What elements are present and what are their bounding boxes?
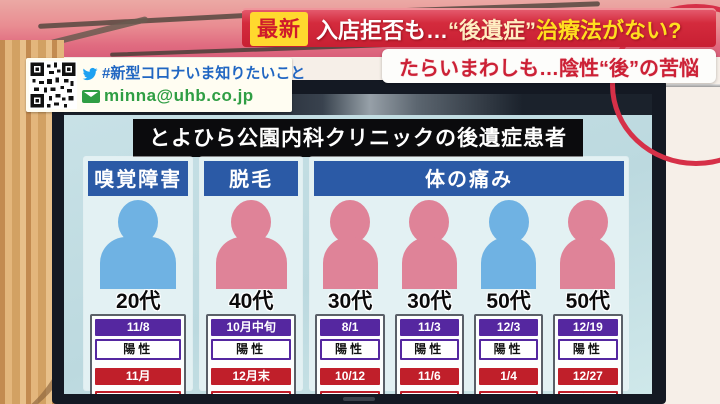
silhouette-torso [215, 237, 287, 289]
silhouette-head [567, 200, 608, 244]
silhouette-head [409, 200, 450, 244]
silhouette-torso [560, 237, 616, 289]
onset-label: 発症 [320, 391, 380, 394]
patient-column: 30代 11/3 陽性 11/6 胸痛 [393, 198, 465, 394]
section-header: 嗅覚障害 [88, 161, 189, 196]
twitter-hashtag: #新型コロナいま知りたいこと [102, 65, 306, 82]
positive-date: 10月中旬 [211, 319, 292, 336]
qr-code-icon [29, 61, 77, 109]
headline-part1: 入店拒否も… [316, 17, 449, 43]
monitor-bezel-notch [343, 397, 375, 401]
section-header: 体の痛み [313, 161, 624, 196]
positive-date: 12/19 [558, 319, 618, 336]
patient-card: 10月中旬 陽性 12月末 発症 [206, 314, 297, 394]
person-silhouette [472, 200, 544, 292]
onset-label: 発症 けんたい感 [558, 391, 618, 394]
twitter-bird-icon [82, 67, 98, 81]
infographic-board: とよひら公園内科クリニックの後遺症患者 嗅覚障害 20代 11/8 [64, 94, 652, 394]
patient-column: 50代 12/3 陽性 1/4 胸痛 [472, 198, 544, 394]
positive-label: 陽性 [399, 339, 459, 360]
email-icon [82, 89, 100, 103]
age-label: 40代 [228, 290, 274, 313]
silhouette-head [330, 200, 371, 244]
age-label: 50代 [565, 290, 611, 313]
silhouette-head [231, 200, 272, 244]
positive-date: 11/8 [95, 319, 182, 336]
onset-date: 12月末 [211, 368, 292, 385]
positive-label: 陽性 [320, 339, 380, 360]
patient-card: 12/3 陽性 1/4 胸痛 [473, 314, 544, 394]
patient-card: 11/3 陽性 11/6 胸痛 [394, 314, 464, 394]
section-smell-disorder: 嗅覚障害 20代 11/8 陽性 1 [84, 157, 193, 394]
board-title: とよひら公園内科クリニックの後遺症患者 [133, 119, 583, 157]
email-address: minna@uhb.co.jp [104, 86, 254, 105]
positive-label: 陽性 [558, 339, 618, 360]
headline-text: 入店拒否も…“後遺症”治療法がない? [316, 13, 681, 45]
positive-date: 12/3 [478, 319, 539, 336]
patient-column: 50代 12/19 陽性 12/27 発症 けんたい感 [552, 198, 624, 394]
positive-label: 陽性 [478, 339, 539, 360]
onset-label: 発症 [95, 391, 182, 394]
patient-card: 8/1 陽性 10/12 発症 [315, 314, 385, 394]
age-label: 30代 [327, 290, 373, 313]
patient-card: 12/19 陽性 12/27 発症 けんたい感 [553, 314, 623, 394]
positive-date: 8/1 [320, 319, 380, 336]
patient-card: 11/8 陽性 11月 発症 [90, 314, 187, 394]
person-silhouette [314, 200, 386, 292]
positive-date: 11/3 [399, 319, 459, 336]
age-label: 20代 [116, 290, 161, 313]
age-label: 50代 [486, 290, 531, 313]
section-header: 脱毛 [204, 161, 298, 196]
contact-box: #新型コロナいま知りたいこと minna@uhb.co.jp [26, 58, 305, 112]
patient-column: 30代 8/1 陽性 10/12 発症 [314, 198, 386, 394]
person-silhouette [393, 200, 465, 292]
silhouette-torso [481, 237, 537, 289]
onset-date: 12/27 [558, 368, 618, 385]
positive-label: 陽性 [95, 339, 182, 360]
patient-column: 20代 11/8 陽性 11月 発症 [88, 198, 188, 394]
person-silhouette [204, 200, 298, 292]
positive-label: 陽性 [211, 339, 292, 360]
onset-label: 発症 [211, 391, 292, 394]
silhouette-torso [100, 237, 177, 289]
subheadline-text: たらいまわしも…陰性“後”の苦悩 [399, 57, 699, 80]
person-silhouette [88, 200, 188, 292]
headline-banner: 最新 入店拒否も…“後遺症”治療法がない? [242, 8, 716, 47]
person-silhouette [552, 200, 624, 292]
silhouette-torso [401, 237, 457, 289]
latest-badge: 最新 [250, 11, 308, 46]
patient-column: 40代 10月中旬 陽性 12月末 発症 [204, 198, 298, 394]
silhouette-head [488, 200, 529, 244]
silhouette-head [118, 200, 159, 244]
onset-date: 10/12 [320, 368, 380, 385]
headline-part3: 治療法がない? [536, 17, 682, 43]
silhouette-torso [322, 237, 378, 289]
onset-date: 11月 [95, 368, 182, 385]
subheadline-banner: たらいまわしも…陰性“後”の苦悩 [382, 49, 716, 83]
studio-monitor: とよひら公園内科クリニックの後遺症患者 嗅覚障害 20代 11/8 [52, 80, 666, 404]
symptom-sections: 嗅覚障害 20代 11/8 陽性 1 [84, 157, 628, 394]
headline-part2: “後遺症” [448, 17, 537, 43]
age-label: 30代 [407, 290, 452, 313]
onset-label: 胸痛 [478, 391, 539, 394]
onset-label: 胸痛 [399, 391, 459, 394]
onset-date: 11/6 [399, 368, 459, 385]
section-hair-loss: 脱毛 40代 10月中旬 陽性 12 [200, 157, 302, 394]
section-body-pain: 体の痛み 30代 8/1 陽性 10 [309, 157, 628, 394]
onset-date: 1/4 [478, 368, 539, 385]
